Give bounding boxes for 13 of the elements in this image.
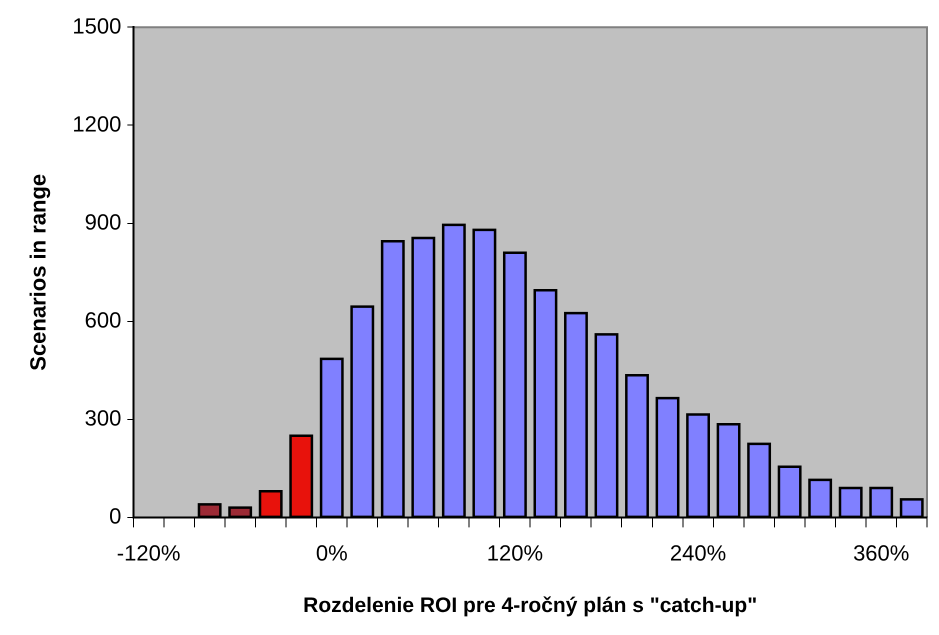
y-tick-label: 300 [84,405,122,430]
x-tick-label: 0% [316,540,348,566]
x-axis-title: Rozdelenie ROI pre 4-ročný plán s "catch-up" [303,594,758,618]
y-tick-label: 1200 [72,111,122,136]
x-tick-label: 360% [853,540,910,566]
x-tick-label: 120% [486,540,544,566]
y-tick-label: 1500 [72,13,122,38]
x-tick-label: -120% [116,540,180,566]
x-tick-label: 240% [670,540,726,566]
y-tick-label: 0 [109,503,122,528]
y-axis-title: Scenarios in range [25,174,50,371]
y-tick-label: 900 [84,209,122,234]
y-tick-label: 600 [84,307,122,332]
